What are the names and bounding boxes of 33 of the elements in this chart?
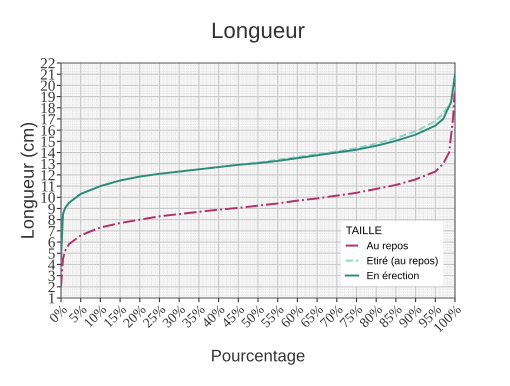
y-tick-label: 12 [42, 170, 55, 180]
x-axis-title: Pourcentage [212, 350, 305, 365]
y-tick-label: 6 [48, 237, 55, 248]
y-tick-label: 14 [42, 148, 56, 158]
y-tick-label: 15 [42, 136, 55, 147]
x-tick-label: 60% [280, 304, 304, 328]
legend-label: Etiré (au repos) [367, 256, 438, 266]
y-tick-label: 2 [48, 282, 55, 292]
x-tick-label: 0% [48, 304, 68, 324]
line-series [61, 84, 455, 288]
y-tick-label: 16 [42, 125, 55, 136]
y-tick-label: 5 [48, 248, 55, 259]
y-tick-label: 19 [42, 92, 55, 102]
y-tick-label: 21 [40, 69, 55, 80]
y-tick-label: 10 [42, 192, 55, 203]
y-tick-label: 1 [49, 293, 55, 304]
y-tick-label: 13 [42, 158, 55, 170]
x-tick-label: 80% [358, 304, 383, 328]
legend-title: TAILLE [346, 226, 382, 234]
legend-label: En érection [367, 272, 419, 280]
y-tick-label: 4 [48, 260, 56, 270]
y-tick-label: 20 [40, 80, 55, 91]
y-tick-label: 7 [48, 226, 56, 236]
y-tick-label: 11 [42, 181, 55, 192]
y-tick-label: 22 [40, 58, 55, 68]
legend-label: Au repos [366, 242, 408, 252]
y-tick-label: 17 [42, 114, 56, 124]
y-axis-title: Longueur (cm) [20, 122, 38, 238]
chart-title: Longueur [212, 22, 305, 43]
y-tick-label: 3 [48, 270, 55, 282]
y-tick-label: 18 [42, 102, 55, 114]
y-tick-label: 9 [48, 204, 55, 214]
y-tick-label: 8 [48, 214, 55, 226]
